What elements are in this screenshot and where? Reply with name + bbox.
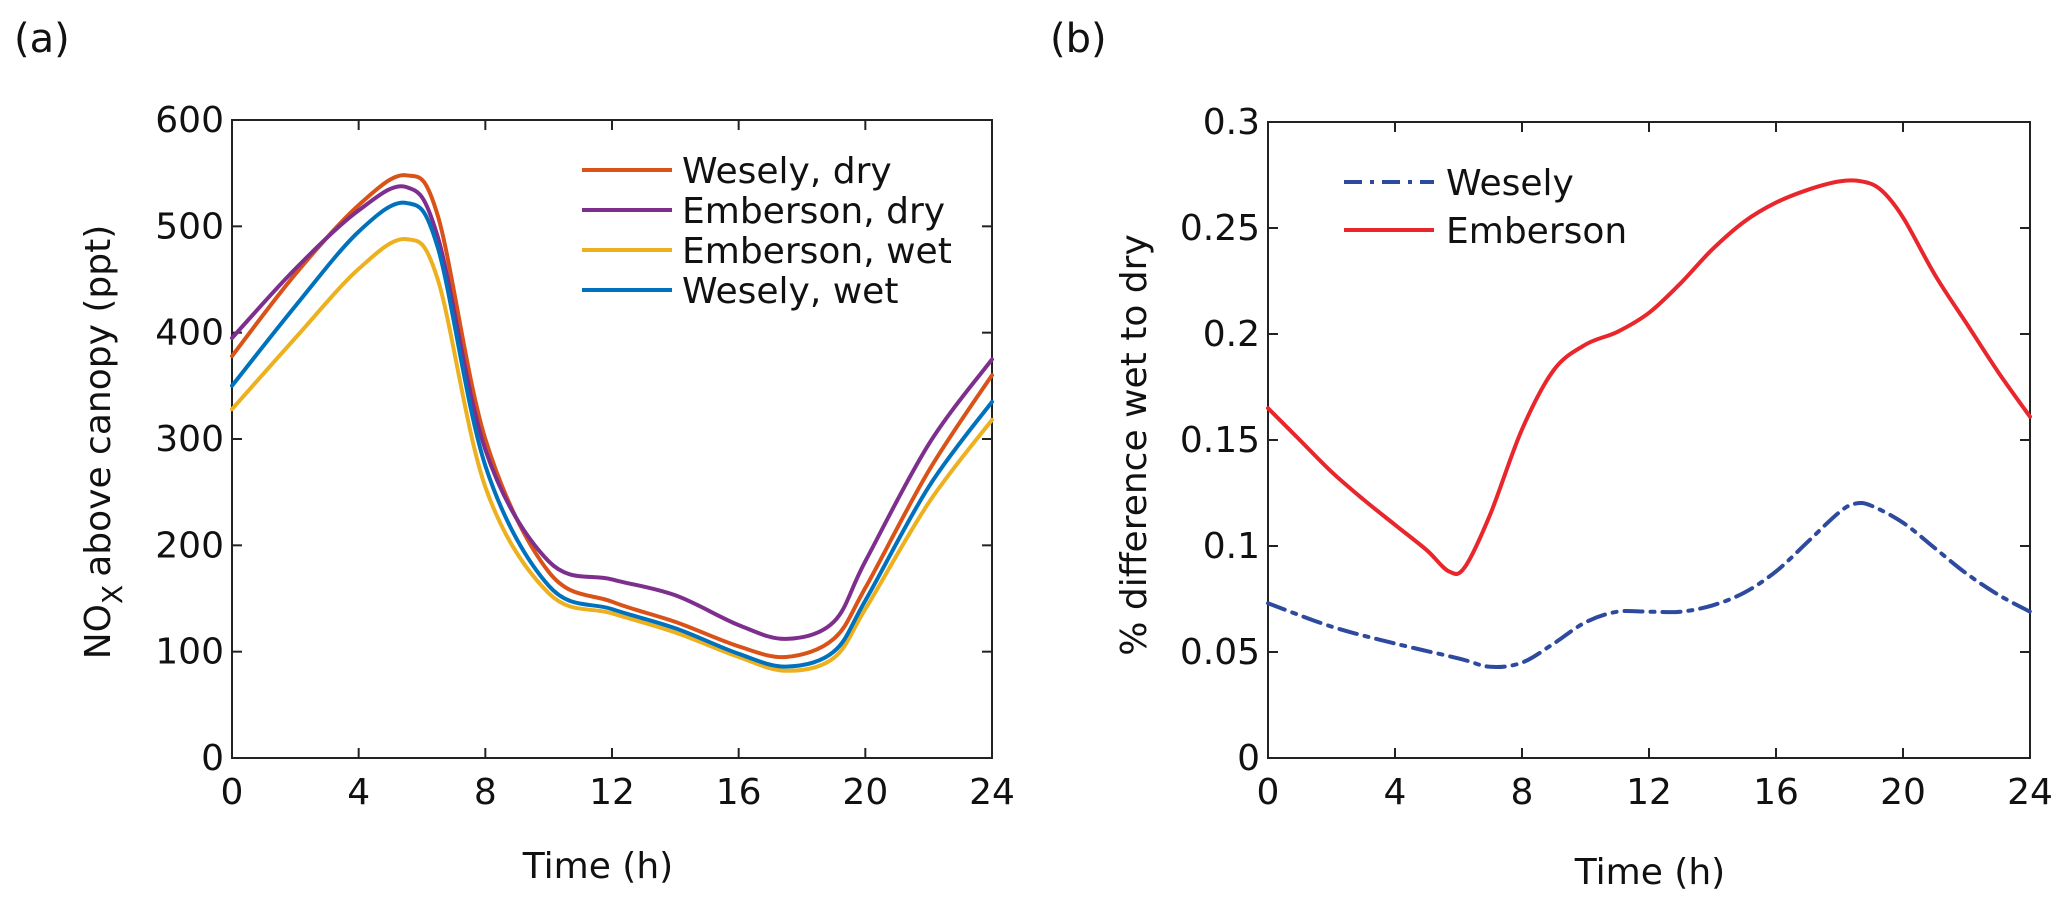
- panel-b-label: (b): [1050, 16, 1107, 62]
- panel-a-x-tick-label: 12: [589, 772, 635, 813]
- panel-a-legend-label-emberson-wet: Emberson, wet: [682, 231, 952, 272]
- panel-b-x-tick-label: 8: [1511, 772, 1534, 813]
- panel-a-legend-label-wesely-wet: Wesely, wet: [682, 271, 898, 312]
- panel-a-legend-label-wesely-dry: Wesely, dry: [682, 151, 892, 192]
- panel-b-y-axis-label: % difference wet to dry: [1114, 234, 1155, 656]
- panel-b-y-tick-label: 0.1: [1203, 526, 1260, 567]
- panel-a-x-tick-label: 4: [347, 772, 370, 813]
- panel-b: (b) 0 4 8 12 16 20 24 0 0.05 0.1 0.15 0.2 0.25 0.3 Ti…: [1050, 16, 2053, 893]
- panel-b-series-line-wesely: [1266, 500, 2032, 669]
- panel-a-label: (a): [14, 16, 70, 62]
- panel-b-legend-label-wesely: Wesely: [1446, 163, 1574, 204]
- panel-b-y-tick-label: 0: [1237, 738, 1260, 779]
- panel-b-y-tick-label: 0.2: [1203, 314, 1260, 355]
- panel-b-y-tick-label: 0.15: [1180, 420, 1260, 461]
- panel-b-x-tick-label: 4: [1384, 772, 1407, 813]
- panel-a-x-tick-label: 20: [842, 772, 888, 813]
- panel-b-x-tick-label: 0: [1257, 772, 1280, 813]
- panel-a-x-tick-label: 16: [716, 772, 762, 813]
- panel-a-series-line-emberson-dry: [230, 184, 994, 641]
- panel-b-series-line-emberson: [1266, 178, 2032, 576]
- panel-a-y-axis-label: NOXabove canopy (ppt): [78, 225, 129, 660]
- panel-b-y-tick-label: 0.3: [1203, 102, 1260, 143]
- panel-b-y-tick-label: 0.05: [1180, 632, 1260, 673]
- panel-a-x-tick-label: 24: [969, 772, 1015, 813]
- panel-a-series-line-wesely-wet: [230, 200, 994, 669]
- panel-b-y-tick-label: 0.25: [1180, 208, 1260, 249]
- panel-a-x-axis-label: Time (h): [522, 846, 673, 887]
- panel-a-series-line-emberson-wet: [230, 237, 994, 673]
- panel-a-y-tick-label: 0: [201, 738, 224, 779]
- panel-b-x-axis-label: Time (h): [1574, 852, 1725, 893]
- panel-a-y-axis-label-species: NO: [78, 604, 119, 659]
- panel-a-x-tick-label: 0: [221, 772, 244, 813]
- panel-a-y-axis-label-rest: above canopy (ppt): [78, 225, 119, 577]
- panel-a-y-tick-label: 300: [155, 419, 224, 460]
- panel-b-legend-label-emberson: Emberson: [1446, 211, 1627, 252]
- panel-a-series-line-wesely-dry: [230, 173, 994, 660]
- panel-a-y-axis-label-subscript: X: [96, 585, 129, 604]
- panel-b-x-tick-label: 16: [1753, 772, 1799, 813]
- panel-a-x-tick-label: 8: [474, 772, 497, 813]
- panel-a-y-tick-label: 600: [155, 100, 224, 141]
- panel-b-legend: Wesely Emberson: [1344, 163, 1627, 252]
- panel-b-plot-area: [1267, 121, 2031, 759]
- panel-a-ticks: 0 4 8 12 16 20 24 0 100 200 300 400 500 600: [155, 100, 1015, 813]
- panel-b-axes-frame: [1267, 121, 2031, 759]
- panel-a-legend-label-emberson-dry: Emberson, dry: [682, 191, 945, 232]
- panel-a-series: [230, 173, 994, 673]
- panel-b-x-tick-label: 20: [1880, 772, 1926, 813]
- panel-b-x-tick-label: 24: [2007, 772, 2053, 813]
- panel-b-ticks: 0 4 8 12 16 20 24 0 0.05 0.1 0.15 0.2 0.25 0.3: [1180, 102, 2053, 813]
- panel-a-y-tick-label: 100: [155, 632, 224, 673]
- panel-a: (a) 0 4 8 12 16 20 24 0 100 200 300 400 500 600 Time …: [14, 16, 1015, 887]
- panel-a-y-tick-label: 400: [155, 313, 224, 354]
- panel-a-y-tick-label: 500: [155, 206, 224, 247]
- panel-a-y-tick-label: 200: [155, 525, 224, 566]
- panel-b-x-tick-label: 12: [1626, 772, 1672, 813]
- panel-b-series: [1266, 178, 2032, 669]
